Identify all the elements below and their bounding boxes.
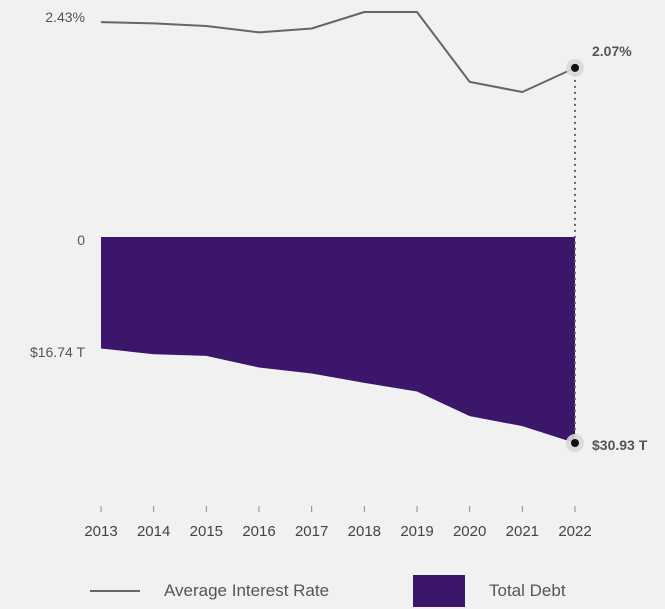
chart-labels: 2.43% 2.07% 0 $16.74 T $30.93 T	[30, 9, 648, 453]
legend-line-swatch	[90, 589, 140, 592]
x-tick-label-2018: 2018	[348, 523, 381, 540]
debt-end-marker	[571, 439, 579, 447]
x-tick-label-2017: 2017	[295, 523, 328, 540]
x-tick-label-2020: 2020	[453, 523, 486, 540]
rate-end-marker	[571, 63, 579, 72]
debt-zero-label: 0	[77, 232, 85, 248]
debt-area	[101, 237, 575, 443]
legend-debt-label: Total Debt	[489, 580, 566, 600]
x-tick-label-2019: 2019	[400, 523, 433, 540]
x-tick-label-2016: 2016	[242, 523, 275, 540]
debt-end-label: $30.93 T	[592, 437, 648, 453]
x-tick-label-2014: 2014	[137, 523, 170, 540]
x-tick-label-2013: 2013	[84, 523, 117, 540]
rate-line	[100, 11, 576, 93]
debt-start-label: $16.74 T	[30, 344, 85, 360]
rate-end-label: 2.07%	[592, 43, 632, 59]
legend-item-debt: Total Debt	[413, 572, 566, 609]
legend: Average Interest Rate Total Debt	[0, 572, 665, 609]
legend-rate-label: Average Interest Rate	[164, 580, 330, 600]
debt-area-layer	[101, 237, 575, 443]
x-tick-label-2021: 2021	[506, 523, 539, 540]
chart-canvas: 2013 2014 2015 2016 2017 2018 2019 2020 2021 2022…	[30, 9, 648, 540]
rate-line-layer	[100, 11, 576, 443]
x-axis: 2013 2014 2015 2016 2017 2018 2019 2020 2021 2022	[84, 506, 592, 540]
legend-item-rate: Average Interest Rate	[90, 572, 329, 609]
x-tick-label-2015: 2015	[190, 523, 223, 540]
x-tick-label-2022: 2022	[558, 523, 591, 540]
legend-area-swatch	[413, 574, 465, 607]
end-markers	[566, 58, 584, 452]
rate-start-label: 2.43%	[45, 9, 85, 25]
